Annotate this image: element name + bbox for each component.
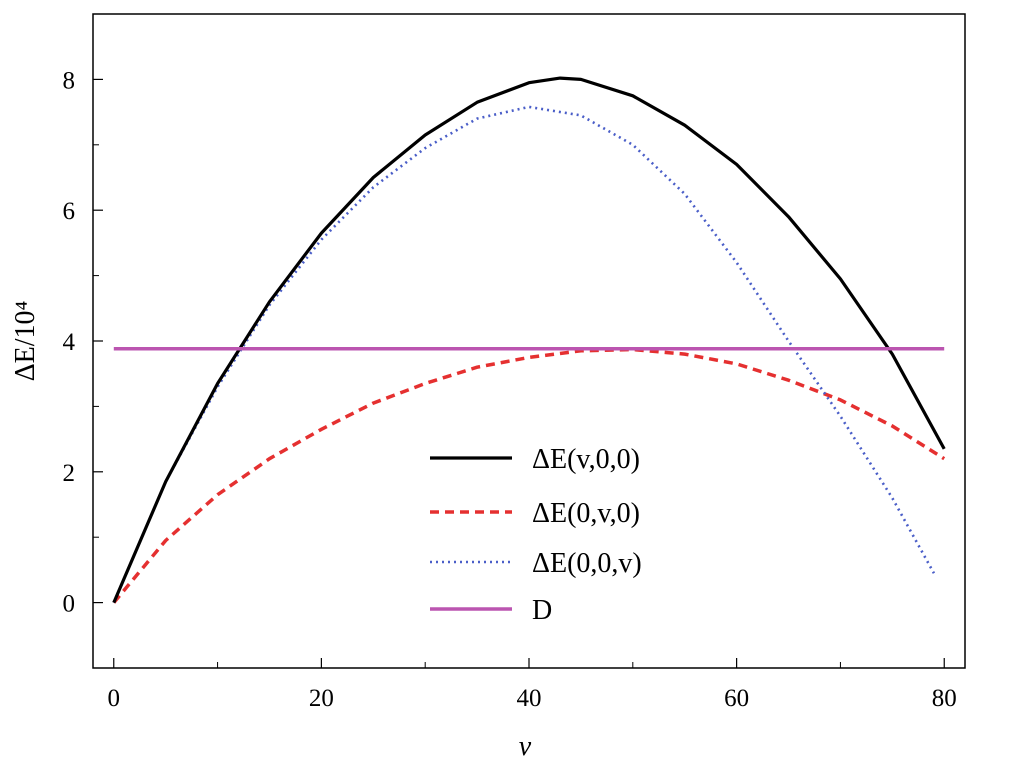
legend-label-2: ΔE(0,0,v): [532, 548, 642, 579]
x-tick-labels: 0 20 40 60 80: [108, 685, 957, 712]
y-tick-label: 8: [63, 67, 76, 94]
x-tick-label: 80: [932, 685, 957, 712]
x-tick-label: 20: [309, 685, 334, 712]
y-tick-label: 0: [63, 591, 76, 618]
x-tick-label: 40: [517, 685, 542, 712]
series-layer: [112, 76, 946, 604]
x-axis-label: v: [519, 731, 532, 760]
y-tick-label: 2: [63, 460, 76, 487]
legend-label-0: ΔE(v,0,0): [532, 444, 640, 475]
legend: ΔE(v,0,0) ΔE(0,v,0) ΔE(0,0,v) D: [430, 444, 642, 626]
legend-label-1: ΔE(0,v,0): [532, 498, 640, 529]
series-line-0: [112, 76, 946, 604]
x-tick-label: 60: [724, 685, 749, 712]
y-axis-label: ΔE/10⁴: [10, 301, 41, 382]
x-tick-label: 0: [108, 685, 121, 712]
y-tick-label: 4: [63, 329, 76, 356]
legend-label-3: D: [532, 595, 552, 626]
tick-marks: [93, 78, 945, 668]
y-tick-labels: 0 2 4 6 8: [63, 67, 76, 617]
y-tick-label: 6: [63, 198, 76, 225]
